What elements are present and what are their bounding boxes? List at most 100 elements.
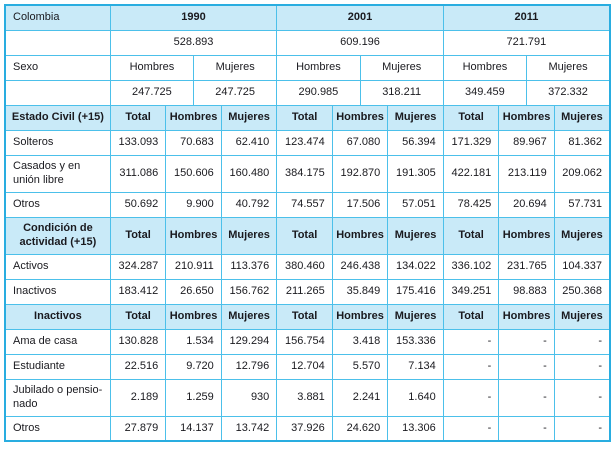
table-row-inactivos: Inactivos 183.412 26.650 156.762 211.265… bbox=[4, 278, 611, 305]
data-cell: 150.606 bbox=[165, 154, 222, 193]
data-cell: - bbox=[498, 353, 555, 380]
data-cell: - bbox=[553, 378, 611, 417]
data-cell: 250.368 bbox=[553, 278, 611, 305]
col-header-total: Total bbox=[109, 216, 167, 255]
total-population-2011: 721.791 bbox=[442, 29, 611, 56]
row-label: Inactivos bbox=[4, 278, 111, 305]
col-header-total: Total bbox=[276, 216, 333, 255]
data-cell: 930 bbox=[220, 378, 278, 417]
data-cell: 1.534 bbox=[165, 328, 222, 355]
data-cell: - bbox=[498, 378, 555, 417]
data-cell: 153.336 bbox=[387, 328, 444, 355]
section-header-inactivos: Inactivos Total Hombres Mujeres Total Ho… bbox=[4, 303, 611, 330]
data-cell: - bbox=[442, 353, 500, 380]
data-cell: 7.134 bbox=[387, 353, 444, 380]
data-cell: 336.102 bbox=[442, 253, 500, 280]
data-cell: 191.305 bbox=[387, 154, 444, 193]
data-cell: 384.175 bbox=[276, 154, 333, 193]
section-title: Inactivos bbox=[4, 303, 111, 330]
data-cell: 175.416 bbox=[387, 278, 444, 305]
data-cell: 35.849 bbox=[331, 278, 389, 305]
col-header-hombres: Hombres bbox=[331, 104, 389, 131]
row-label: Otros bbox=[4, 191, 111, 218]
data-cell: - bbox=[498, 328, 555, 355]
data-cell: 9.900 bbox=[165, 191, 222, 218]
data-cell: - bbox=[553, 328, 611, 355]
sex-header-hombres-2001: Hombres bbox=[276, 54, 361, 81]
data-cell: 210.911 bbox=[165, 253, 222, 280]
population-mujeres-2011: 372.332 bbox=[526, 79, 611, 106]
data-cell: 156.754 bbox=[276, 328, 333, 355]
data-cell: 78.425 bbox=[442, 191, 500, 218]
section-title: Condición de actividad (+15) bbox=[4, 216, 111, 255]
col-header-total: Total bbox=[276, 303, 333, 330]
data-cell: 57.051 bbox=[387, 191, 444, 218]
data-cell: 123.474 bbox=[276, 129, 333, 156]
table-row-jubilado: Jubilado o pensio­nado 2.189 1.259 930 3… bbox=[4, 378, 611, 417]
data-cell: 27.879 bbox=[109, 415, 167, 442]
row-label: Estudiante bbox=[4, 353, 111, 380]
row-label: Otros bbox=[4, 415, 111, 442]
sexo-label: Sexo bbox=[4, 54, 111, 81]
table-row-solteros: Solteros 133.093 70.683 62.410 123.474 6… bbox=[4, 129, 611, 156]
population-mujeres-1990: 247.725 bbox=[193, 79, 278, 106]
sex-header-row: Sexo Hombres Mujeres Hombres Mujeres Hom… bbox=[4, 54, 611, 81]
data-cell: 183.412 bbox=[109, 278, 167, 305]
row-label: Activos bbox=[4, 253, 111, 280]
col-header-total: Total bbox=[109, 303, 167, 330]
col-header-mujeres: Mujeres bbox=[553, 216, 611, 255]
data-cell: 24.620 bbox=[331, 415, 389, 442]
data-cell: 1.259 bbox=[165, 378, 222, 417]
col-header-total: Total bbox=[442, 303, 500, 330]
data-cell: 160.480 bbox=[220, 154, 278, 193]
data-cell: 380.460 bbox=[276, 253, 333, 280]
data-cell: 133.093 bbox=[109, 129, 167, 156]
col-header-mujeres: Mujeres bbox=[387, 104, 444, 131]
region-label: Colombia bbox=[4, 4, 111, 31]
data-cell: 74.557 bbox=[276, 191, 333, 218]
data-cell: 246.438 bbox=[331, 253, 389, 280]
sex-header-hombres-1990: Hombres bbox=[109, 54, 195, 81]
data-cell: 113.376 bbox=[220, 253, 278, 280]
data-cell: 134.022 bbox=[387, 253, 444, 280]
data-cell: 56.394 bbox=[387, 129, 444, 156]
data-cell: 9.720 bbox=[165, 353, 222, 380]
data-cell: 57.731 bbox=[553, 191, 611, 218]
table-row-ama-de-casa: Ama de casa 130.828 1.534 129.294 156.75… bbox=[4, 328, 611, 355]
data-cell: 70.683 bbox=[165, 129, 222, 156]
data-cell: 13.306 bbox=[387, 415, 444, 442]
row-label: Ama de casa bbox=[4, 328, 111, 355]
data-cell: 324.287 bbox=[109, 253, 167, 280]
section-header-estado-civil: Estado Civil (+15) Total Hombres Mujeres… bbox=[4, 104, 611, 131]
col-header-hombres: Hombres bbox=[331, 303, 389, 330]
col-header-mujeres: Mujeres bbox=[220, 216, 278, 255]
sex-header-mujeres-2001: Mujeres bbox=[359, 54, 444, 81]
table-row-casados: Casados y en unión libre 311.086 150.606… bbox=[4, 154, 611, 193]
data-cell: 98.883 bbox=[498, 278, 555, 305]
section-title: Estado Civil (+15) bbox=[4, 104, 111, 131]
row-label: Solteros bbox=[4, 129, 111, 156]
total-population-row: 528.893 609.196 721.791 bbox=[4, 29, 611, 56]
section-header-condicion-actividad: Condición de actividad (+15) Total Hombr… bbox=[4, 216, 611, 255]
population-hombres-2011: 349.459 bbox=[442, 79, 528, 106]
data-cell: 130.828 bbox=[109, 328, 167, 355]
data-cell: 171.329 bbox=[442, 129, 500, 156]
data-cell: 213.119 bbox=[498, 154, 555, 193]
data-cell: 3.418 bbox=[331, 328, 389, 355]
data-cell: - bbox=[553, 415, 611, 442]
data-cell: 81.362 bbox=[553, 129, 611, 156]
data-cell: 12.796 bbox=[220, 353, 278, 380]
data-cell: 14.137 bbox=[165, 415, 222, 442]
table-row-otros-civil: Otros 50.692 9.900 40.792 74.557 17.506 … bbox=[4, 191, 611, 218]
col-header-total: Total bbox=[276, 104, 333, 131]
data-cell: 17.506 bbox=[331, 191, 389, 218]
table-row-activos: Activos 324.287 210.911 113.376 380.460 … bbox=[4, 253, 611, 280]
total-population-2001: 609.196 bbox=[276, 29, 444, 56]
data-cell: 20.694 bbox=[498, 191, 555, 218]
col-header-hombres: Hombres bbox=[165, 216, 222, 255]
sex-population-row: 247.725 247.725 290.985 318.211 349.459 … bbox=[4, 79, 611, 106]
data-cell: 2.241 bbox=[331, 378, 389, 417]
data-cell: - bbox=[442, 415, 500, 442]
row-label: Casados y en unión libre bbox=[4, 154, 111, 193]
data-cell: - bbox=[442, 378, 500, 417]
